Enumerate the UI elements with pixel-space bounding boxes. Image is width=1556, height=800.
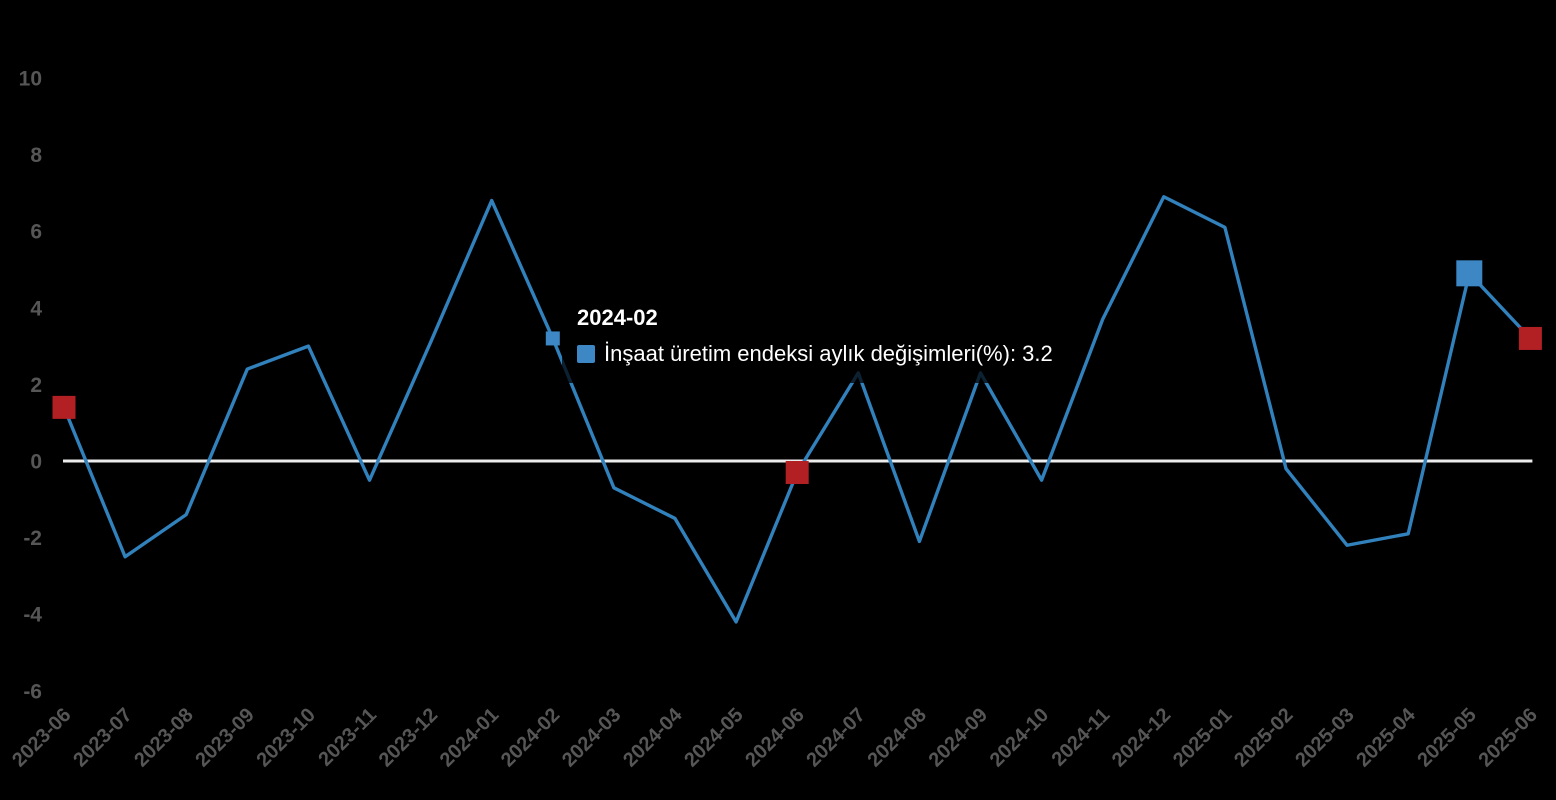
data-point-marker-tooltip[interactable] [545,331,560,346]
x-axis-tick-label: 2025-03 [1291,704,1358,771]
x-axis-tick-label: 2024-03 [558,704,625,771]
data-point-marker-red[interactable] [785,460,809,484]
x-axis-tick-label: 2025-04 [1352,703,1420,771]
x-axis-tick-label: 2023-06 [8,704,75,771]
x-axis-tick-label: 2025-01 [1169,704,1236,771]
x-axis-tick-label: 2024-06 [741,704,808,771]
x-axis-tick-label: 2024-05 [680,704,747,771]
plot-area [52,195,1542,624]
x-axis-tick-label: 2024-07 [802,704,869,771]
x-axis-tick-label: 2023-09 [191,704,258,771]
x-axis-tick-label: 2025-06 [1474,704,1541,771]
y-axis-tick-label: -6 [23,680,42,703]
data-point-marker-red[interactable] [1518,326,1542,350]
data-point-marker-red[interactable] [52,395,76,419]
x-axis-tick-label: 2023-07 [69,704,136,771]
series-line[interactable] [62,195,1532,624]
x-axis-tick-label: 2024-02 [497,704,564,771]
y-axis-tick-label: 10 [19,68,42,91]
y-axis-tick-label: -4 [23,604,42,627]
x-axis-tick-label: 2024-10 [986,704,1053,771]
x-axis-tick-label: 2023-11 [314,704,381,771]
y-axis-tick-label: 0 [30,451,42,474]
x-axis-tick-label: 2024-11 [1048,704,1115,771]
y-axis-tick-label: 4 [30,297,42,320]
x-axis-tick-label: 2024-09 [925,704,992,771]
x-axis: 2023-062023-072023-082023-092023-102023-… [8,703,1542,771]
x-axis-tick-label: 2024-08 [863,704,930,771]
y-axis-tick-label: 2 [30,374,42,397]
y-axis: 10 8 6 4 2 0 -2 -4 -6 [19,68,43,704]
x-axis-tick-label: 2023-08 [130,704,197,771]
x-axis-tick-label: 2023-12 [375,704,442,771]
data-point-marker-highlight[interactable] [1456,260,1483,287]
y-axis-tick-label: 8 [30,144,42,167]
x-axis-tick-label: 2025-05 [1413,704,1480,771]
x-axis-tick-label: 2023-10 [252,704,319,771]
x-axis-tick-label: 2024-12 [1108,704,1175,771]
y-axis-tick-label: 6 [30,221,42,244]
x-axis-tick-label: 2024-04 [619,703,687,771]
y-axis-tick-label: -2 [23,527,42,550]
x-axis-tick-label: 2024-01 [436,704,503,771]
x-axis-tick-label: 2025-02 [1230,704,1297,771]
